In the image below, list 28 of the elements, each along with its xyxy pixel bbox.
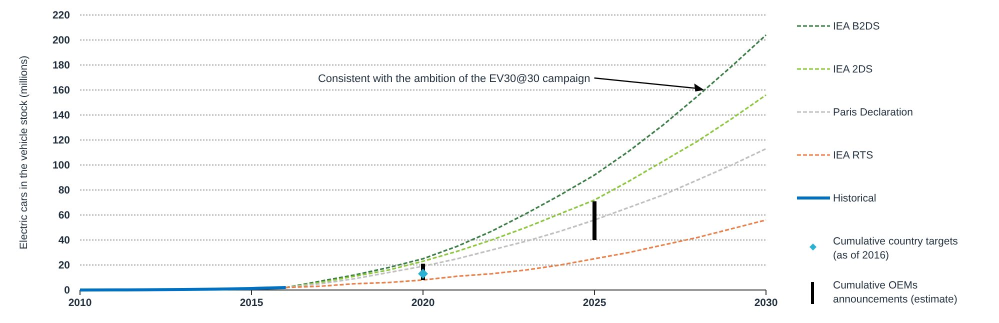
y-tick-label: 180 [52,60,70,72]
x-tick-label: 2010 [68,297,92,309]
legend-label: Cumulative country targets (as of 2016) [833,236,958,262]
y-tick-label: 220 [52,10,70,22]
y-tick-label: 160 [52,84,70,97]
y-tick-label: 100 [52,160,70,172]
legend-label: IEA B2DS [833,20,880,33]
line-series [285,219,767,288]
y-tick-label: 0 [64,284,70,297]
y-tick-label: 80 [58,184,70,197]
x-tick-label: 2020 [411,297,435,309]
x-tick-label: 2030 [754,297,778,309]
y-axis-title: Electric cars in the vehicle stock (millions) [18,56,30,250]
legend-label: IEA 2DS [833,64,873,76]
y-tick-label: 60 [58,210,70,222]
y-tick-label: 140 [52,110,70,122]
legend-label: Paris Declaration [833,106,914,119]
annotation: Consistent with the ambition of the EV30@30 campaign [318,72,590,85]
y-tick-label: 200 [52,34,70,47]
y-tick-label: 20 [58,260,70,272]
y-tick-label: 120 [52,134,70,147]
x-tick-label: 2025 [582,297,606,309]
legend-label: Historical [833,192,876,205]
legend-label: IEA RTS [833,150,874,162]
x-tick-label: 2015 [240,297,264,309]
legend-label: Cumulative OEMs announcements (estimate) [833,280,958,306]
y-tick-label: 40 [58,234,70,247]
line-series [285,34,767,288]
